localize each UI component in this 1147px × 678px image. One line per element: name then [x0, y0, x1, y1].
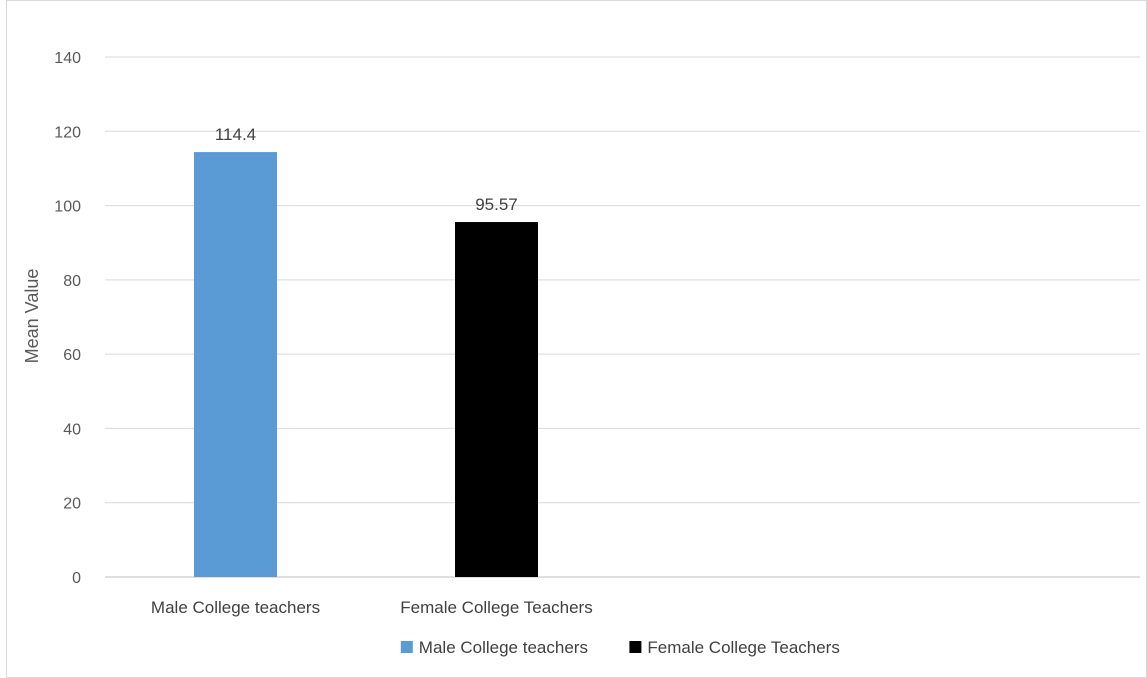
y-axis-ticks: 0 20 40 60 80 100 120 140 [54, 50, 81, 587]
chart-border [6, 0, 1147, 678]
y-tick-label: 120 [54, 124, 81, 141]
x-axis-categories: Male College teachers Female College Teac… [151, 598, 593, 617]
y-tick-label: 0 [72, 570, 81, 587]
data-label: 114.4 [215, 125, 256, 144]
bars [194, 152, 538, 578]
legend-label: Female College Teachers [647, 638, 839, 657]
x-tick-label: Male College teachers [151, 598, 320, 617]
data-label: 95.57 [475, 195, 518, 214]
x-tick-label: Female College Teachers [400, 598, 592, 617]
legend-item: Female College Teachers [629, 638, 840, 657]
bar [455, 222, 538, 578]
y-tick-label: 40 [63, 421, 81, 438]
legend-swatch [629, 641, 642, 653]
bar [194, 152, 277, 578]
y-tick-label: 80 [63, 273, 81, 290]
legend-swatch [400, 641, 413, 653]
y-tick-label: 100 [54, 199, 81, 216]
y-tick-label: 140 [54, 50, 81, 67]
legend-label: Male College teachers [419, 638, 588, 657]
legend-item: Male College teachers [400, 638, 588, 657]
y-tick-label: 20 [63, 496, 81, 513]
data-labels: 114.4 95.57 [215, 125, 518, 214]
y-tick-label: 60 [63, 347, 81, 364]
gridlines [105, 56, 1140, 578]
legend: Male College teachers Female College Teac… [400, 638, 840, 657]
y-axis-title: Mean Value [22, 269, 42, 364]
